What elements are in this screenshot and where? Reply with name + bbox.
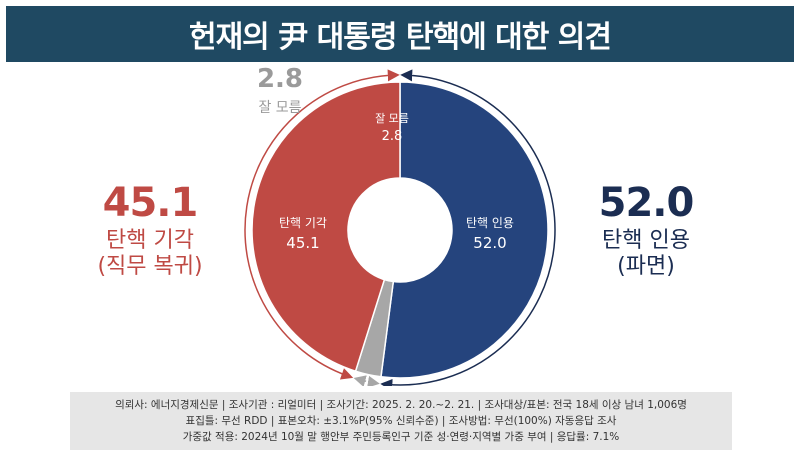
support-sublabel: (파면) [617, 254, 675, 279]
inner-support-value: 52.0 [473, 234, 506, 252]
title-bar: 헌재의 尹 대통령 탄핵에 대한 의견 [6, 6, 794, 62]
footer-line-3: 가중값 적용: 2024년 10월 말 행안부 주민등록인구 기준 성·연령·지… [182, 431, 620, 443]
dont-know-label: 잘 모름 [258, 100, 302, 116]
slice-support [380, 81, 549, 379]
oppose-value: 45.1 [102, 180, 199, 226]
donut-chart: 탄핵 인용 52.0 탄핵 기각 45.1 잘 모름 2.8 [244, 69, 556, 386]
support-value: 52.0 [598, 180, 695, 226]
chart-title: 헌재의 尹 대통령 탄핵에 대한 의견 [188, 20, 612, 55]
arrow-arc-dont-know [353, 375, 380, 386]
arrow-arc-oppose [244, 69, 400, 380]
footer-line-2: 표집틀: 무선 RDD | 표본오차: ±3.1%P(95% 신뢰수준) | 조… [185, 415, 617, 427]
arrow-arc-support [380, 69, 556, 386]
inner-support-name: 탄핵 인용 [466, 216, 514, 230]
support-label: 탄핵 인용 [602, 228, 690, 253]
survey-footer: 의뢰사: 에너지경제신문 | 조사기관 : 리얼미터 | 조사기간: 2025.… [70, 392, 732, 450]
dont-know-value: 2.8 [256, 64, 304, 94]
oppose-sublabel: (직무 복귀) [97, 254, 203, 279]
outer-arcs [244, 69, 556, 386]
inner-oppose-name: 탄핵 기각 [279, 216, 327, 230]
inner-dk-value: 2.8 [382, 129, 403, 144]
inner-oppose-value: 45.1 [286, 234, 319, 252]
oppose-label: 탄핵 기각 [106, 228, 194, 253]
inner-dk-name: 잘 모름 [375, 112, 409, 125]
footer-line-1: 의뢰사: 에너지경제신문 | 조사기관 : 리얼미터 | 조사기간: 2025.… [115, 399, 687, 411]
